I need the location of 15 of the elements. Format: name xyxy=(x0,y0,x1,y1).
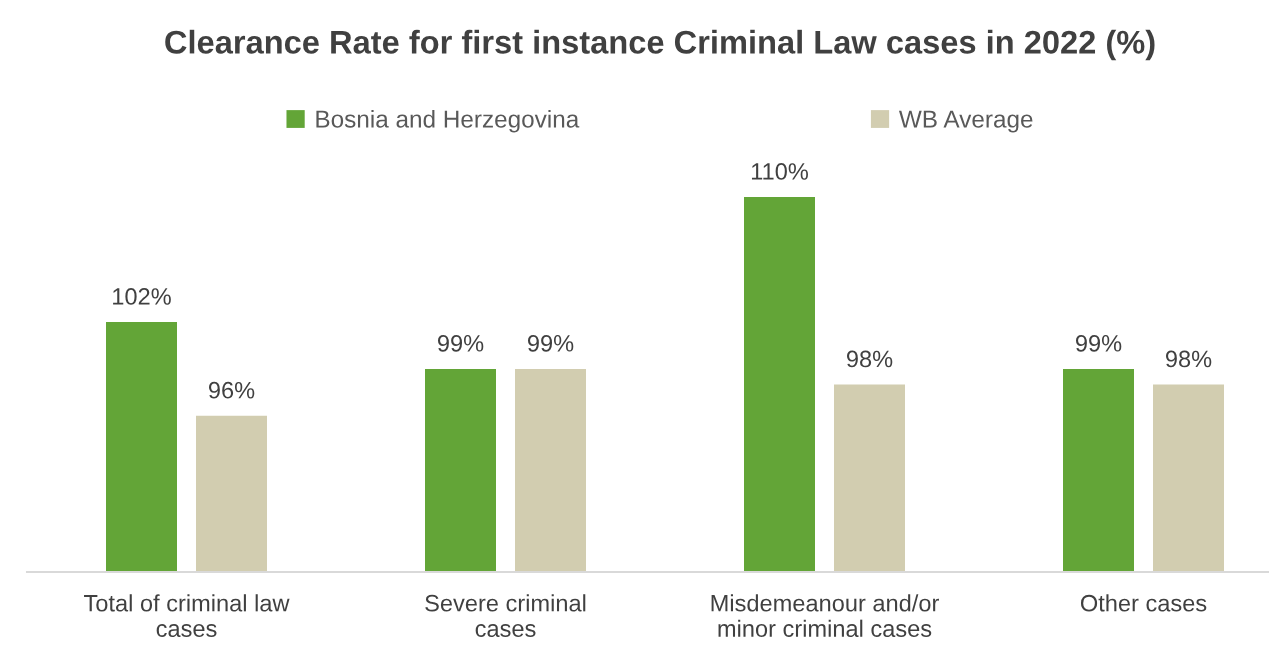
x-tick-label: Severe criminal cases xyxy=(425,594,586,637)
x-tick-label: Other cases xyxy=(1080,594,1207,612)
x-tick-label: Total of criminal law cases xyxy=(84,594,290,637)
data-label: 96% xyxy=(208,381,255,399)
legend-label: Bosnia and Herzegovina xyxy=(316,109,580,133)
data-label: 102% xyxy=(113,288,171,305)
x-tick-label: Misdemeanour and/or minor criminal cases xyxy=(711,594,939,637)
data-label: 99% xyxy=(527,334,574,352)
data-label: 98% xyxy=(846,350,893,368)
data-label: 110% xyxy=(751,163,808,180)
chart-title: Clearance Rate for first instance Criminal Law cases in 2022 (%) xyxy=(165,29,1155,61)
data-label: 99% xyxy=(1075,334,1122,352)
data-label: 98% xyxy=(1165,350,1212,368)
legend-label: WB Average xyxy=(898,110,1033,133)
data-label: 99% xyxy=(437,334,484,352)
